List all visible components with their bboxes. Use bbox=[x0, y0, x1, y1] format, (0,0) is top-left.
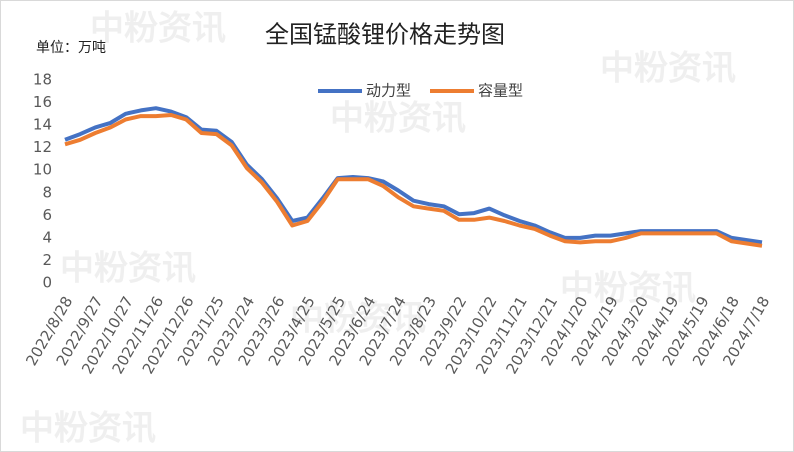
y-tick-label: 2 bbox=[42, 251, 52, 269]
watermark: 中粉资讯 bbox=[330, 99, 466, 139]
y-tick-label: 14 bbox=[33, 116, 52, 134]
chart-title: 全国锰酸锂价格走势图 bbox=[265, 21, 505, 49]
watermark: 中粉资讯 bbox=[600, 49, 736, 89]
y-tick-label: 10 bbox=[33, 161, 52, 179]
y-tick-label: 8 bbox=[42, 183, 52, 201]
y-tick-label: 16 bbox=[33, 93, 52, 111]
y-tick-label: 18 bbox=[33, 71, 52, 89]
y-tick-label: 0 bbox=[42, 274, 52, 292]
watermark: 中粉资讯 bbox=[290, 299, 426, 339]
watermark: 中粉资讯 bbox=[60, 249, 196, 289]
series-line bbox=[64, 113, 763, 248]
y-tick-label: 6 bbox=[42, 206, 52, 224]
watermark: 中粉资讯 bbox=[560, 269, 696, 309]
unit-label: 单位：万吨 bbox=[36, 40, 106, 56]
watermark: 中粉资讯 bbox=[90, 9, 226, 49]
y-tick-label: 4 bbox=[42, 228, 52, 246]
y-tick-label: 12 bbox=[33, 138, 52, 156]
legend-label: 容量型 bbox=[478, 82, 523, 100]
series-line bbox=[64, 106, 763, 245]
legend-label: 动力型 bbox=[366, 82, 411, 100]
watermark: 中粉资讯 bbox=[20, 409, 156, 449]
